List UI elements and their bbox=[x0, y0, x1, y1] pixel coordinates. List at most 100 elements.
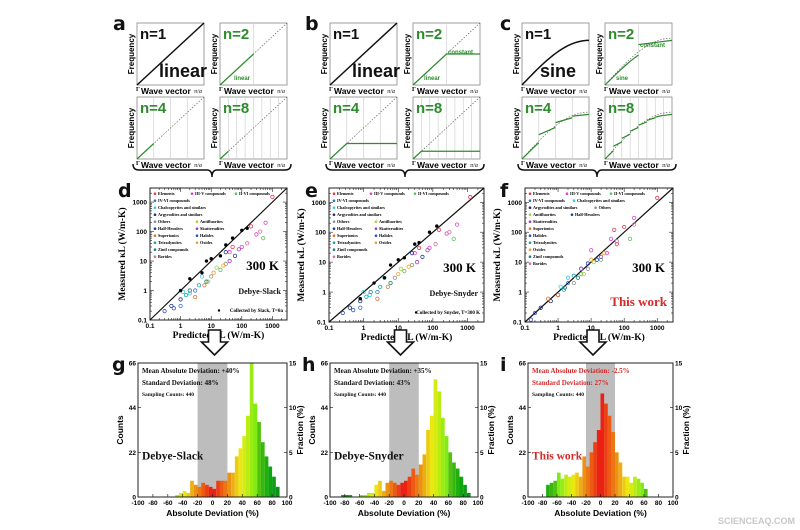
y-tick-label: 66 bbox=[519, 361, 527, 368]
data-point bbox=[579, 271, 584, 277]
data-point bbox=[579, 266, 584, 271]
data-point bbox=[571, 273, 576, 278]
x-tick-label: 10 bbox=[587, 325, 595, 332]
histogram-panel-i: i-100 -80 -60 -40 -20 0 20 40 60 80 10002244660510… bbox=[500, 354, 691, 518]
x-axis-label: Wave vector bbox=[334, 86, 384, 96]
x-axis-label: Wave vector bbox=[224, 160, 274, 170]
legend-label: III-V compounds bbox=[195, 191, 226, 196]
y-tick-label: 44 bbox=[519, 405, 527, 412]
data-point bbox=[589, 257, 594, 262]
histogram-bar bbox=[429, 415, 434, 497]
curly-brace bbox=[325, 163, 485, 178]
legend-label: Tetradymites bbox=[158, 240, 182, 245]
pi-over-a-label: π/a bbox=[470, 89, 478, 95]
data-point bbox=[193, 288, 198, 293]
data-point bbox=[206, 279, 211, 284]
histogram-bar bbox=[564, 474, 568, 497]
legend-label: Zintl compounds bbox=[533, 254, 564, 259]
y2-tick-label: 10 bbox=[675, 405, 683, 412]
legend-marker bbox=[528, 206, 532, 209]
histogram-bar bbox=[633, 476, 637, 497]
dispersion-subplot: n=4 Frequency Γ Wave vector π/a bbox=[127, 96, 205, 170]
legend-marker bbox=[528, 262, 532, 266]
legend-marker bbox=[528, 220, 532, 223]
data-point bbox=[218, 254, 223, 258]
data-point bbox=[178, 297, 183, 302]
x-tick-label: 100 bbox=[236, 323, 247, 330]
y-tick-label: 10 bbox=[319, 260, 327, 267]
legend-marker bbox=[369, 192, 373, 195]
y2-tick-label: 5 bbox=[675, 450, 679, 457]
legend-label: III-V compounds bbox=[570, 191, 601, 196]
x-tick-label: 1 bbox=[362, 325, 366, 332]
data-point bbox=[347, 305, 352, 310]
histogram-bar bbox=[611, 432, 615, 497]
pi-over-a-label: π/a bbox=[194, 163, 202, 169]
x-tick-label: 80 bbox=[460, 500, 468, 507]
parity-line bbox=[328, 187, 485, 323]
curly-brace bbox=[132, 163, 292, 178]
data-point bbox=[388, 280, 393, 286]
legend-marker bbox=[153, 227, 157, 230]
legend-label: Oxides bbox=[533, 247, 546, 252]
note-label: Collected by Snyder, T=300 K bbox=[416, 311, 480, 316]
x-tick-label: -100 bbox=[323, 500, 336, 507]
histogram-bar bbox=[452, 462, 456, 497]
legend-marker bbox=[374, 234, 378, 237]
legend-label: II-VI compounds bbox=[239, 191, 270, 196]
x-axis-label: Wave vector bbox=[417, 160, 467, 170]
x-tick-label: 0.1 bbox=[145, 323, 154, 330]
curve-annotation: linear bbox=[159, 61, 207, 81]
legend-marker bbox=[332, 220, 336, 223]
x-tick-label: -80 bbox=[340, 500, 350, 507]
legend-label: II-VI compounds bbox=[418, 191, 449, 196]
histogram-bar bbox=[182, 490, 187, 497]
legend-label: IV-VI compounds bbox=[533, 198, 565, 203]
data-point bbox=[199, 274, 205, 279]
histogram-bar bbox=[378, 480, 382, 497]
reference-curve bbox=[219, 96, 288, 160]
y2-tick-label: 5 bbox=[480, 450, 484, 457]
y-tick-label: 1000 bbox=[312, 200, 327, 207]
data-point bbox=[622, 224, 627, 230]
histogram-bar bbox=[426, 430, 430, 497]
panel-letter: a bbox=[113, 13, 126, 35]
legend-marker bbox=[190, 192, 194, 195]
histogram-bar bbox=[549, 482, 554, 497]
x-tick-label: -20 bbox=[581, 500, 591, 507]
histogram-bar bbox=[600, 393, 605, 497]
data-point bbox=[378, 284, 383, 289]
histogram-bar bbox=[444, 436, 449, 497]
legend-label: Argyrodites and similars bbox=[337, 212, 382, 217]
legend-marker bbox=[609, 192, 613, 195]
y-axis-label: Frequency bbox=[403, 107, 412, 148]
data-point bbox=[585, 261, 591, 266]
data-point bbox=[254, 232, 259, 237]
data-point bbox=[388, 263, 393, 267]
data-point bbox=[178, 303, 183, 309]
n-label: n=1 bbox=[140, 26, 166, 43]
y-axis-label: Frequency bbox=[320, 107, 329, 148]
dispersion-curve bbox=[604, 113, 673, 160]
y-axis-label: Frequency bbox=[512, 33, 521, 74]
data-point bbox=[392, 275, 397, 280]
data-point bbox=[398, 266, 404, 271]
y-tick-label: 0.1 bbox=[513, 320, 522, 327]
histogram-bar bbox=[582, 456, 586, 497]
x-axis-label: Wave vector bbox=[224, 86, 274, 96]
histogram-bar bbox=[593, 442, 597, 497]
data-point bbox=[414, 260, 420, 265]
histogram-bar bbox=[359, 494, 364, 497]
legend-label: Chalcopyrites and similars bbox=[158, 205, 206, 210]
x-tick-label: 20 bbox=[224, 500, 232, 507]
y-axis-label: Counts bbox=[307, 415, 317, 445]
x-tick-label: 0 bbox=[402, 500, 406, 507]
x-tick-label: 1 bbox=[556, 325, 560, 332]
x-tick-label: 100 bbox=[619, 325, 630, 332]
dispersion-subplot: n=2 constant linear Frequency Γ Wave vector π/… bbox=[403, 22, 481, 96]
data-point bbox=[382, 276, 387, 280]
legend-marker bbox=[153, 199, 157, 202]
